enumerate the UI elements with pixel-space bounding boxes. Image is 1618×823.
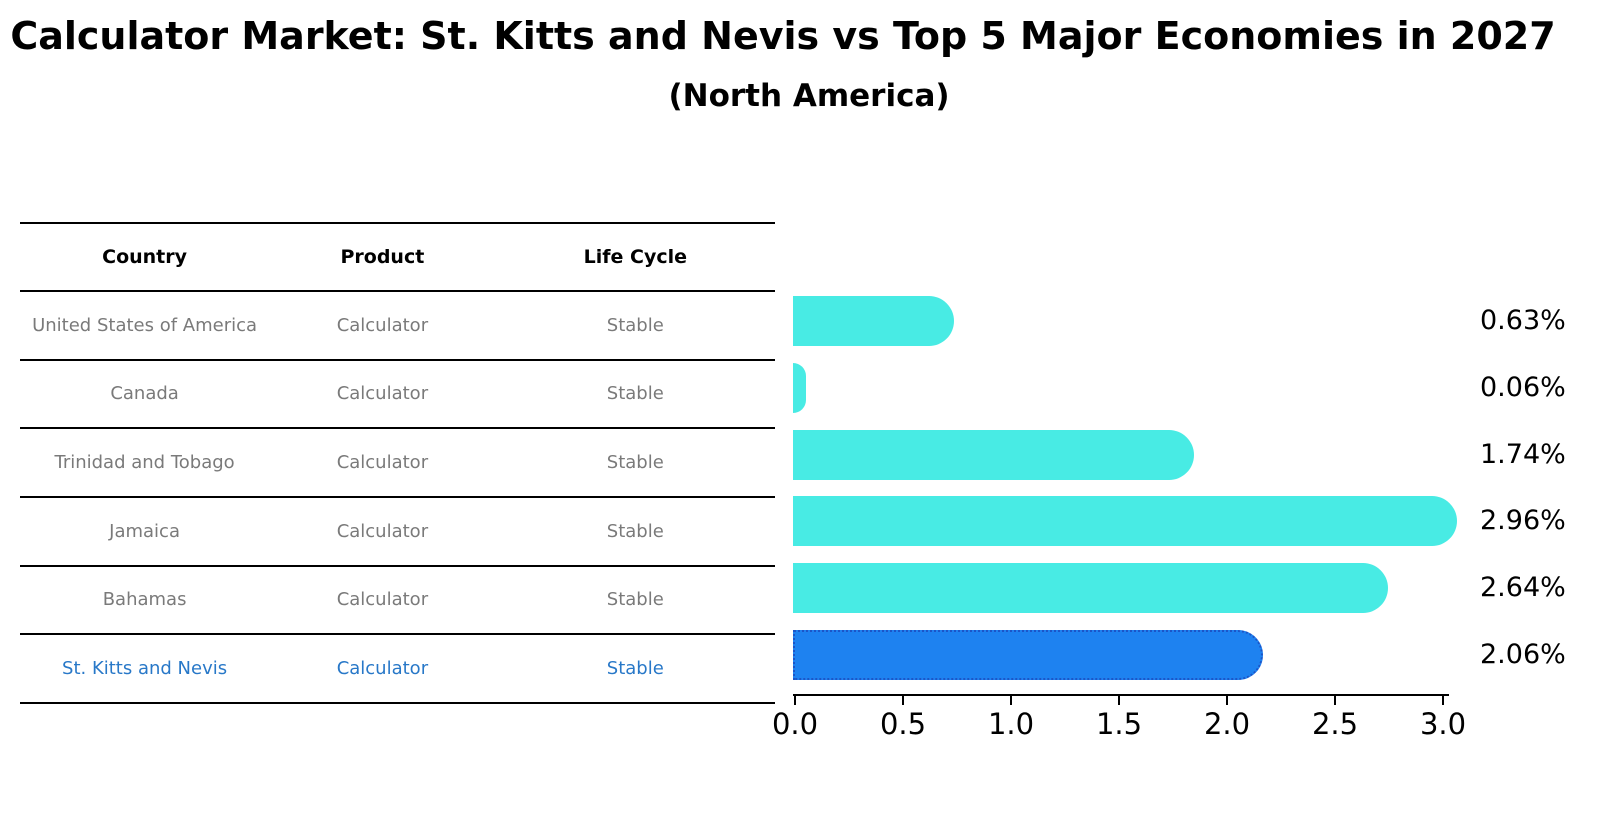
axis-tick: [1334, 696, 1336, 705]
axis-tick: [902, 696, 904, 705]
axis-tick: [1442, 696, 1444, 705]
axis-tick-label: 3.0: [1419, 707, 1467, 741]
bar-value-label: 0.63%: [1480, 305, 1566, 337]
table-header-life-cycle: Life Cycle: [583, 246, 687, 268]
bar-value-label: 2.06%: [1480, 638, 1566, 670]
bar-highlight: [793, 629, 1263, 680]
table-cell-life-cycle: Stable: [606, 589, 664, 611]
axis-tick-label: 2.0: [1203, 707, 1251, 741]
table-row: Canada Calculator Stable: [20, 361, 775, 430]
bar: [793, 429, 1194, 480]
table-cell-country: Canada: [110, 383, 179, 405]
axis-tick-label: 0.0: [771, 707, 819, 741]
table-header-row: Country Product Life Cycle: [20, 222, 775, 292]
table-cell-country: Jamaica: [109, 520, 180, 542]
bar: [793, 363, 806, 413]
table-cell-life-cycle: Stable: [606, 314, 664, 336]
table-row: Jamaica Calculator Stable: [20, 498, 775, 567]
table-cell-product: Calculator: [336, 658, 429, 680]
table-cell-product: Calculator: [336, 452, 429, 474]
table-cell-product: Calculator: [336, 383, 429, 405]
table-row: St. Kitts and Nevis Calculator Stable: [20, 635, 775, 704]
table-cell-life-cycle: Stable: [606, 383, 664, 405]
bar-value-label: 1.74%: [1480, 438, 1566, 470]
table-cell-product: Calculator: [336, 314, 429, 336]
bar: [793, 496, 1457, 547]
bar: [793, 563, 1388, 613]
data-table: Country Product Life Cycle United States…: [20, 222, 775, 704]
table-cell-product: Calculator: [336, 520, 429, 542]
table-cell-country: Bahamas: [102, 589, 187, 611]
table-row: United States of America Calculator Stable: [20, 292, 775, 361]
axis-tick-label: 1.5: [1095, 707, 1143, 741]
table-cell-country: Trinidad and Tobago: [54, 452, 235, 474]
axis-tick: [1010, 696, 1012, 705]
table-cell-life-cycle: Stable: [606, 452, 664, 474]
axis-tick-label: 1.0: [987, 707, 1035, 741]
table-row: Bahamas Calculator Stable: [20, 567, 775, 636]
table-cell-country: United States of America: [32, 314, 258, 336]
bar-value-label: 2.96%: [1480, 505, 1566, 537]
table-cell-product: Calculator: [336, 589, 429, 611]
axis-tick: [794, 696, 796, 705]
table-cell-country: St. Kitts and Nevis: [62, 658, 228, 680]
axis-tick: [1118, 696, 1120, 705]
bar-value-label: 2.64%: [1480, 572, 1566, 603]
table-cell-life-cycle: Stable: [606, 658, 664, 680]
axis-tick-label: 2.5: [1311, 707, 1359, 741]
axis-tick: [1226, 696, 1228, 705]
table-body: United States of America Calculator Stable…: [20, 292, 775, 704]
table-cell-life-cycle: Stable: [606, 520, 664, 542]
bar-value-label: 0.06%: [1480, 372, 1566, 403]
chart-title: Calculator Market: St. Kitts and Nevis v…: [10, 14, 1556, 58]
table-header-product: Product: [340, 246, 425, 268]
chart-subtitle: (North America): [668, 78, 950, 114]
x-axis-line: [793, 694, 1449, 696]
axis-tick-label: 0.5: [879, 707, 927, 741]
bar: [793, 296, 954, 347]
table-header-country: Country: [102, 246, 188, 268]
table-row: Trinidad and Tobago Calculator Stable: [20, 429, 775, 498]
